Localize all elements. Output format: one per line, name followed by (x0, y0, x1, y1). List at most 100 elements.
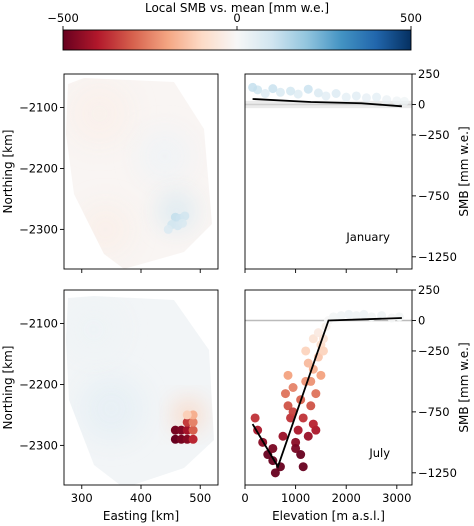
data-point-5 (270, 468, 280, 478)
y-axis-label: Northing [km] (1, 346, 15, 430)
panel-map-january: −2100 −2200 −2300 Northing [km] (1, 73, 219, 273)
x-axis-label: Elevation [m a.s.l.] (272, 509, 385, 523)
colorbar-gradient (62, 29, 412, 51)
field-region-0 (78, 376, 144, 442)
data-point-44 (316, 370, 326, 380)
data-point-7 (303, 84, 313, 94)
colorbar-label: Local SMB vs. mean [mm w.e.] (145, 1, 329, 15)
data-point-11 (288, 383, 298, 392)
data-point-36 (359, 309, 369, 319)
y-tick-label-2: −250 (418, 344, 450, 358)
data-point-0 (250, 413, 260, 423)
y-tick-label-3: −750 (418, 405, 450, 419)
data-point-21 (311, 389, 321, 399)
y-tick-label-1: −2200 (19, 377, 58, 391)
data-point-6 (293, 89, 303, 99)
ice-field (66, 78, 212, 269)
data-point-10 (331, 89, 341, 98)
y-axis-label: Northing [km] (1, 130, 15, 214)
data-point-16 (392, 96, 402, 106)
data-point-15 (382, 95, 392, 105)
plot-area (245, 82, 412, 109)
axes-frame (244, 73, 413, 270)
y-tick-label-2: −2300 (19, 438, 58, 452)
plot-area (66, 78, 212, 269)
field-cell-9 (188, 417, 198, 427)
panel-profile-january: January 250 0 −250 −750 −1250 SMB [mm w.e.] (244, 67, 471, 273)
data-point-43 (298, 462, 308, 472)
data-point-45 (291, 443, 301, 453)
x-tick-label-3: 3000 (382, 491, 411, 505)
data-point-34 (344, 309, 354, 319)
field-edge-cell-6 (163, 224, 173, 234)
y-tick-label-3: −750 (418, 189, 450, 203)
data-point-3 (268, 84, 278, 94)
colorbar-tick-mid: 0 (233, 11, 240, 25)
y-axis-label: SMB [mm w.e.] (457, 342, 471, 432)
data-point-4 (275, 87, 285, 97)
data-point-41 (283, 370, 293, 380)
data-point-46 (278, 431, 288, 441)
data-point-15 (296, 450, 306, 460)
data-point-11 (341, 92, 351, 102)
y-tick-label-2: −2300 (19, 222, 58, 236)
y-tick-label-1: 0 (418, 313, 425, 327)
y-tick-label-1: −2200 (19, 161, 58, 175)
field-edge-cell-2 (180, 211, 190, 221)
data-point-17 (399, 96, 409, 106)
field-region-3 (78, 202, 133, 257)
data-point-5 (286, 86, 296, 96)
ice-field (66, 296, 214, 485)
y-tick-label-4: −1250 (418, 466, 457, 480)
y-tick-label-0: −2100 (19, 317, 58, 331)
panel-profile-july: July 250 0 −250 −750 −1250 0 1000 2000 3000 SMB [m… (241, 283, 471, 523)
field-cell-11 (182, 410, 192, 420)
data-point-29 (313, 328, 323, 338)
data-point-9 (321, 91, 331, 101)
data-point-49 (308, 419, 318, 429)
data-point-9 (283, 401, 293, 411)
data-point-25 (318, 346, 328, 356)
data-point-35 (351, 311, 361, 321)
x-tick-label-2: 2000 (332, 491, 361, 505)
colorbar-tick-max: 500 (400, 11, 422, 25)
field-cell-3 (188, 425, 198, 435)
field-cell-7 (188, 434, 198, 444)
data-point-16 (298, 413, 308, 423)
y-tick-label-1: 0 (418, 97, 425, 111)
y-axis-label: SMB [mm w.e.] (457, 126, 471, 216)
panel-annotation: July (368, 446, 390, 460)
data-point-28 (308, 334, 318, 344)
data-point-2 (260, 89, 270, 98)
fit-line (251, 317, 402, 469)
y-tick-label-4: −1250 (418, 250, 457, 264)
x-tick-label-1: 400 (130, 491, 152, 505)
x-tick-label-0: 0 (241, 491, 248, 505)
data-point-1 (253, 85, 263, 95)
field-region-1 (138, 129, 192, 183)
data-point-40 (394, 312, 404, 322)
x-tick-label-2: 500 (189, 491, 211, 505)
data-point-47 (301, 346, 311, 356)
data-point-19 (306, 401, 316, 411)
plot-area (245, 309, 412, 478)
colorbar: Local SMB vs. mean [mm w.e.] −500 0 500 (47, 1, 422, 51)
axes-frame (244, 289, 413, 486)
data-point-12 (351, 91, 361, 101)
data-point-32 (329, 312, 339, 322)
y-tick-label-0: 250 (418, 283, 440, 297)
x-axis-label: Easting [km] (103, 509, 179, 523)
data-point-18 (303, 431, 313, 441)
plot-area (66, 296, 214, 485)
field-region-1 (66, 299, 124, 360)
data-point-33 (336, 311, 346, 321)
field-region-0 (66, 81, 133, 147)
fit-line (252, 98, 402, 108)
spread-band (245, 100, 412, 109)
data-point-27 (303, 358, 313, 368)
x-tick-label-1: 1000 (281, 491, 310, 505)
data-point-8 (280, 389, 290, 399)
panel-map-july: −2100 −2200 −2300 300 400 500 Northing [km] Eas… (1, 289, 219, 523)
field-edge-cell-5 (177, 218, 187, 228)
